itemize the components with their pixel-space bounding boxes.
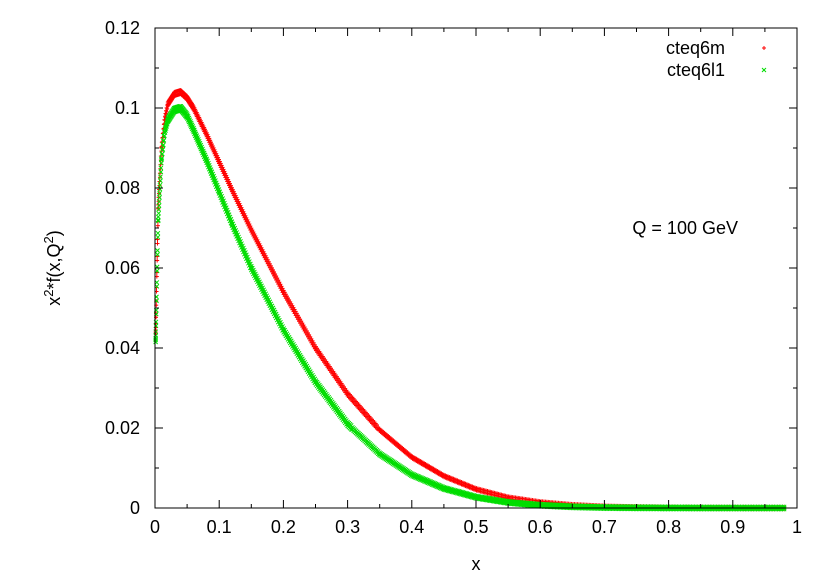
legend: cteq6m cteq6l1 (666, 38, 766, 80)
x-tick-label: 0 (150, 517, 160, 537)
legend-marker-cteq6l1 (762, 68, 766, 72)
y-tick-label: 0.08 (105, 178, 140, 198)
band-point (155, 259, 159, 263)
y-axis-label-sup2: 2 (41, 236, 56, 243)
band-point (156, 248, 160, 252)
y-axis-label: x2*f(x,Q2) (41, 230, 64, 305)
x-tick-label: 0.7 (592, 517, 617, 537)
x-tick-label: 0.5 (463, 517, 488, 537)
x-tick-label: 0.3 (335, 517, 360, 537)
band-point (158, 179, 162, 183)
y-axis-label-base: x (44, 297, 64, 306)
legend-marker-cteq6m (762, 46, 766, 50)
x-tick-label: 0.9 (720, 517, 745, 537)
y-tick-label: 0.1 (115, 98, 140, 118)
series-cteq6l1 (154, 104, 787, 511)
annotation-q-value: Q = 100 GeV (632, 218, 738, 238)
band-point (156, 231, 160, 235)
y-tick-label: 0.02 (105, 418, 140, 438)
y-axis-label-sup1: 2 (41, 290, 56, 297)
y-tick-label: 0.04 (105, 338, 140, 358)
band-point (157, 204, 161, 208)
legend-marker-glyph (762, 46, 766, 50)
y-axis-label-end: ) (44, 230, 64, 236)
y-tick-label: 0.12 (105, 18, 140, 38)
series-cteq6m (154, 88, 787, 511)
x-tick-label: 0.8 (656, 517, 681, 537)
x-tick-label: 0.1 (207, 517, 232, 537)
tick-labels-layer: 0 0.1 0.2 0.3 0.4 0.5 0.6 0.7 0.8 0.9 1 0 0.02 0.04 0.… (105, 18, 802, 537)
x-axis-label: x (472, 554, 481, 574)
legend-label-cteq6m: cteq6m (666, 38, 725, 58)
band-point (156, 242, 160, 246)
band-point (157, 211, 161, 215)
legend-marker-glyph (762, 68, 766, 72)
series-layer (154, 88, 787, 511)
x-tick-label: 0.2 (271, 517, 296, 537)
band-point (156, 224, 160, 228)
y-tick-label: 0 (130, 498, 140, 518)
x-tick-label: 1 (792, 517, 802, 537)
x-tick-label: 0.6 (528, 517, 553, 537)
y-axis-label-mid: *f(x,Q (44, 243, 64, 289)
legend-label-cteq6l1: cteq6l1 (667, 60, 725, 80)
x-tick-label: 0.4 (399, 517, 424, 537)
y-tick-label: 0.06 (105, 258, 140, 278)
